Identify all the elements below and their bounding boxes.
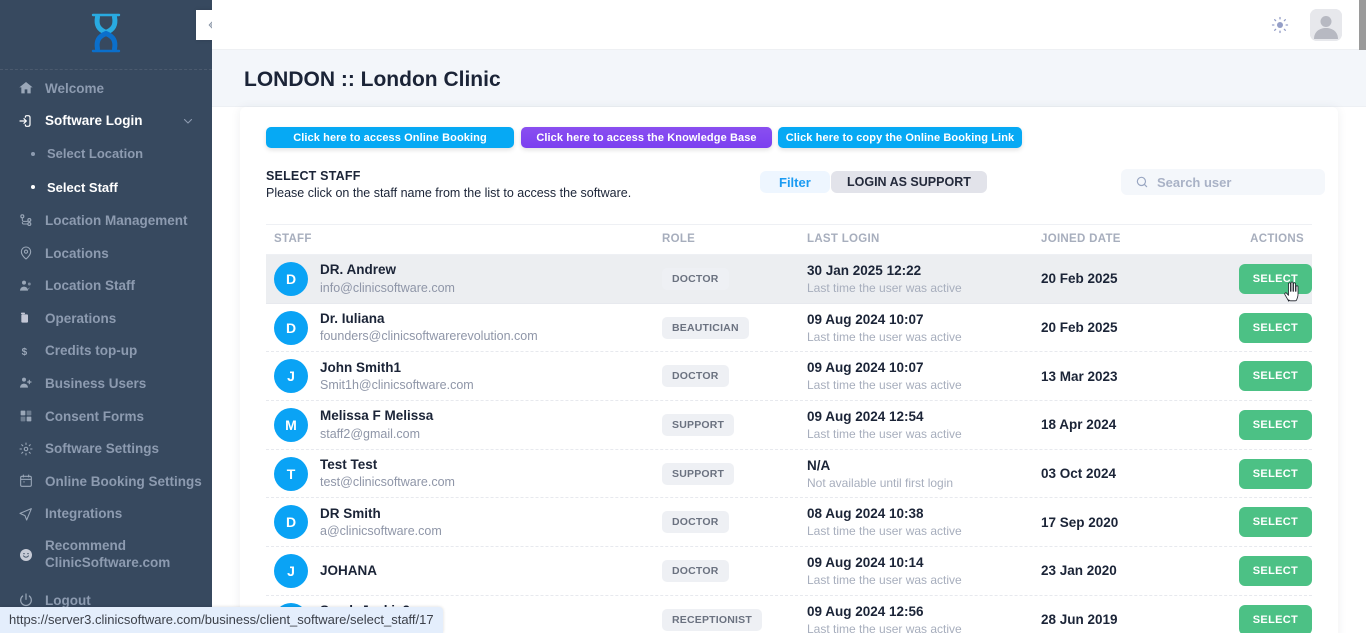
svg-text:$: $	[22, 347, 28, 358]
